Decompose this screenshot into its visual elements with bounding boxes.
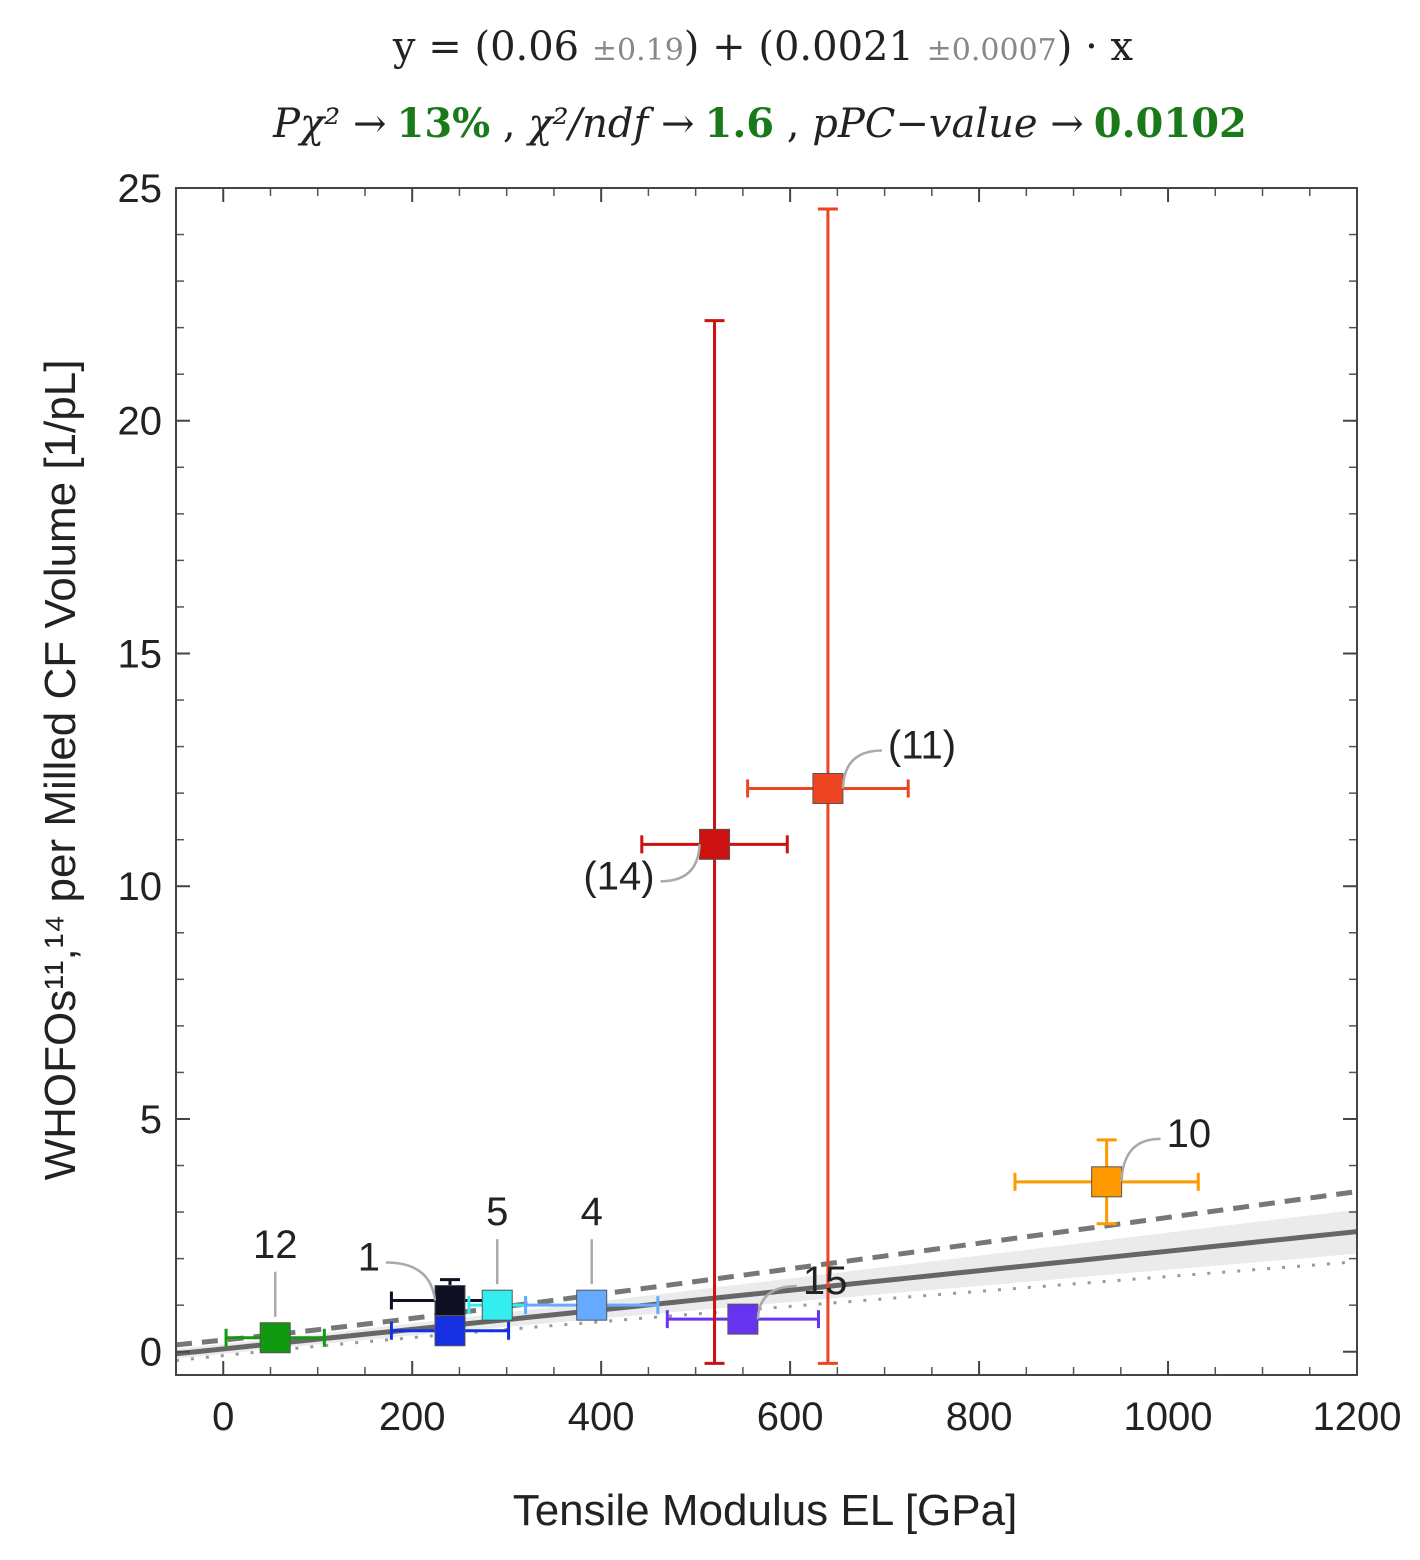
chi2-ndf-value: 1.6 [705, 100, 775, 147]
x-tick-label: 600 [757, 1395, 824, 1439]
data-point-1[interactable] [389, 1278, 511, 1317]
plot-frame [175, 187, 1358, 1376]
ppc-label: pPC−value → [812, 101, 1084, 147]
x-tick-label: 1000 [1124, 1395, 1213, 1439]
x-tick-label: 800 [946, 1395, 1013, 1439]
fit-line [176, 1229, 1357, 1357]
label-leader-line [660, 844, 701, 883]
point-label: 1 [358, 1236, 380, 1280]
point-label: 12 [253, 1223, 298, 1267]
point-label: (14) [583, 854, 654, 898]
data-point-4[interactable] [524, 1289, 660, 1321]
formula-intercept-err: ±0.19 [592, 33, 684, 68]
formula-prefix: y = (0.06 [392, 24, 592, 70]
data-marker[interactable] [481, 1289, 513, 1321]
point-label: 15 [803, 1259, 848, 1303]
data-marker[interactable] [812, 772, 844, 804]
formula-slope-err: ±0.0007 [927, 33, 1057, 68]
x-axis-label: Tensile Modulus EL [GPa] [513, 1486, 1018, 1535]
ppc-value: 0.0102 [1094, 100, 1247, 147]
y-tick-label: 5 [140, 1098, 162, 1142]
data-point-12[interactable] [224, 1322, 326, 1354]
point-label: (11) [888, 723, 956, 767]
formula-suffix: ) · x [1057, 24, 1134, 70]
y-tick-label: 15 [118, 632, 163, 676]
data-point-unlabeled-2[interactable] [389, 1315, 511, 1347]
x-tick-label: 1200 [1313, 1395, 1402, 1439]
y-axis-label: WHOFOs¹¹,¹⁴ per Milled CF Volume [1/pL] [36, 360, 85, 1181]
data-marker[interactable] [434, 1315, 466, 1347]
x-tick-label: 200 [379, 1395, 446, 1439]
x-tick-label: 0 [212, 1395, 234, 1439]
data-point-15[interactable] [665, 1303, 820, 1335]
data-point-14[interactable] [640, 319, 789, 1365]
data-point-10[interactable] [1013, 1138, 1200, 1226]
label-leader-line [841, 749, 882, 789]
data-marker[interactable] [699, 828, 731, 860]
fit-statistics: Pχ² → 13% , χ²/ndf → 1.6 , pPC−value → 0.01… [272, 100, 1247, 147]
data-marker[interactable] [576, 1289, 608, 1321]
label-leader-line [1120, 1137, 1161, 1182]
fit-formula: y = (0.06 ±0.19) + (0.0021 ±0.0007) · x [392, 24, 1134, 70]
y-tick-label: 25 [118, 167, 163, 211]
data-marker[interactable] [434, 1285, 466, 1317]
data-marker[interactable] [727, 1303, 759, 1335]
y-tick-label: 10 [118, 865, 163, 909]
point-label: 10 [1167, 1112, 1212, 1156]
point-label: 4 [581, 1190, 603, 1234]
p-chi2-label: Pχ² → [272, 101, 386, 147]
x-tick-label: 400 [568, 1395, 635, 1439]
fit-upper-dashed-line [176, 1189, 1357, 1348]
point-label: 5 [486, 1190, 508, 1234]
data-point-11[interactable] [746, 207, 910, 1365]
formula-middle: ) + (0.0021 [684, 24, 927, 70]
y-tick-label: 0 [140, 1331, 162, 1375]
fit-lower-dotted-line [176, 1260, 1357, 1363]
data-marker[interactable] [259, 1322, 291, 1354]
p-chi2-value: 13% [397, 100, 491, 147]
chi2-ndf-label: χ²/ndf → [525, 101, 694, 147]
y-tick-label: 20 [118, 400, 163, 444]
label-leader-line [756, 1284, 797, 1320]
label-leader-line [385, 1261, 437, 1301]
data-marker[interactable] [1091, 1166, 1123, 1198]
